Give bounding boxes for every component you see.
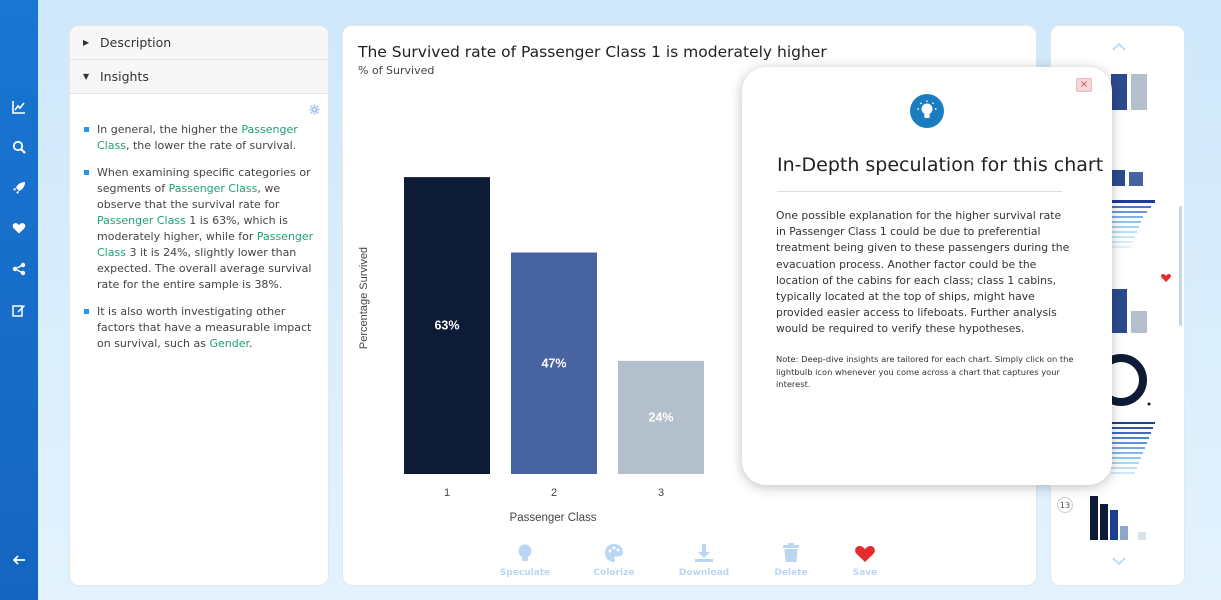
page-number-badge: 13 (1057, 497, 1073, 513)
save-button[interactable]: Save (835, 543, 895, 578)
x-tick-label: 1 (444, 487, 450, 499)
back-arrow-icon[interactable] (9, 550, 29, 570)
colorize-label: Colorize (593, 568, 635, 578)
insight-highlight[interactable]: Passenger Class (97, 123, 298, 152)
insights-list: In general, the higher the Passenger Cla… (83, 122, 323, 363)
scroll-down-icon[interactable] (1112, 557, 1126, 566)
palette-icon (605, 544, 623, 562)
speculation-modal: × In-Depth speculation for this chart On… (742, 67, 1112, 485)
download-label: Download (678, 568, 730, 578)
scrollbar[interactable] (1179, 206, 1182, 326)
modal-divider (777, 191, 1062, 192)
x-tick-label: 3 (658, 487, 664, 499)
lightbulb-icon (518, 544, 532, 561)
chart-icon[interactable] (9, 97, 29, 117)
insight-highlight[interactable]: Passenger Class (97, 214, 186, 227)
thumbnail-strip (1090, 42, 1171, 566)
chart-subtitle: % of Survived (358, 64, 435, 77)
data-label: 63% (434, 319, 459, 333)
trash-icon (783, 543, 799, 562)
insights-panel: ▶ Description ▼ Insights In general, the… (69, 25, 329, 586)
chart-thumbnail[interactable] (1111, 422, 1155, 474)
modal-note: Note: Deep-dive insights are tailored fo… (776, 354, 1074, 389)
left-rail (0, 0, 38, 600)
modal-title: In-Depth speculation for this chart (777, 154, 1104, 176)
insight-text: , the lower the rate of survival. (125, 139, 297, 152)
edit-icon[interactable] (9, 300, 29, 320)
insight-text: , we observe that the survival rate for (97, 182, 281, 211)
bar (404, 177, 490, 475)
close-button[interactable]: × (1076, 78, 1092, 92)
chart-thumbnail[interactable] (1090, 496, 1146, 540)
chart-thumbnail[interactable] (1111, 74, 1147, 110)
chart-thumbnail[interactable] (1111, 170, 1155, 248)
description-label: Description (100, 35, 172, 50)
insight-highlight[interactable]: Passenger Class (168, 182, 258, 195)
download-icon (695, 544, 713, 562)
favorite-heart-icon[interactable] (1161, 274, 1171, 282)
chart-toolbar: Speculate Colorize Download Delete Save (493, 543, 893, 583)
scroll-up-icon[interactable] (1112, 42, 1126, 51)
bar (618, 360, 704, 474)
x-axis-label: Passenger Class (510, 512, 597, 524)
delete-button[interactable]: Delete (761, 543, 821, 578)
save-label: Save (852, 568, 878, 578)
caret-down-icon: ▼ (83, 72, 90, 81)
heart-icon (855, 545, 875, 562)
search-icon[interactable] (9, 137, 29, 157)
insight-highlight[interactable]: Gender (209, 337, 250, 350)
insight-item: In general, the higher the Passenger Cla… (83, 122, 323, 154)
download-button[interactable]: Download (674, 543, 734, 578)
insight-item: When examining specific categories or se… (83, 165, 323, 293)
delete-label: Delete (774, 568, 808, 578)
caret-right-icon: ▶ (83, 38, 90, 47)
description-accordion[interactable]: ▶ Description (70, 26, 328, 60)
insight-text: . (249, 337, 253, 350)
data-label: 47% (541, 356, 566, 370)
insight-text: When examining specific categories or se… (97, 166, 311, 195)
colorize-button[interactable]: Colorize (584, 543, 644, 578)
lightbulb-icon (910, 94, 944, 128)
heart-icon[interactable] (9, 218, 29, 238)
speculate-button[interactable]: Speculate (495, 543, 555, 578)
gear-icon[interactable] (309, 100, 320, 119)
chart-title: The Survived rate of Passenger Class 1 i… (358, 43, 827, 61)
speculate-label: Speculate (499, 568, 551, 578)
share-icon[interactable] (9, 259, 29, 279)
bar (511, 252, 597, 474)
rocket-icon[interactable] (9, 178, 29, 198)
x-tick-label: 2 (551, 487, 557, 499)
insight-item: It is also worth investigating other fac… (83, 304, 323, 352)
insight-text: 1 is 63%, which is moderately higher, wh… (97, 214, 288, 243)
bar-chart: 63% 1 47% 2 24% 3 Passenger Class Percentage Su… (358, 177, 704, 524)
insights-accordion[interactable]: ▼ Insights (70, 60, 328, 94)
insight-text: It is also worth investigating other fac… (97, 305, 312, 350)
insight-text: In general, the higher the (97, 123, 242, 136)
chart-thumbnail[interactable] (1111, 289, 1147, 333)
data-label: 24% (648, 410, 673, 424)
insight-highlight[interactable]: Passenger Class (97, 230, 314, 259)
modal-body: One possible explanation for the higher … (776, 209, 1070, 336)
insight-text: 3 it is 24%, slightly lower than expecte… (97, 246, 312, 291)
insights-label: Insights (100, 69, 149, 84)
y-axis-label: Percentage Survived (358, 247, 370, 349)
